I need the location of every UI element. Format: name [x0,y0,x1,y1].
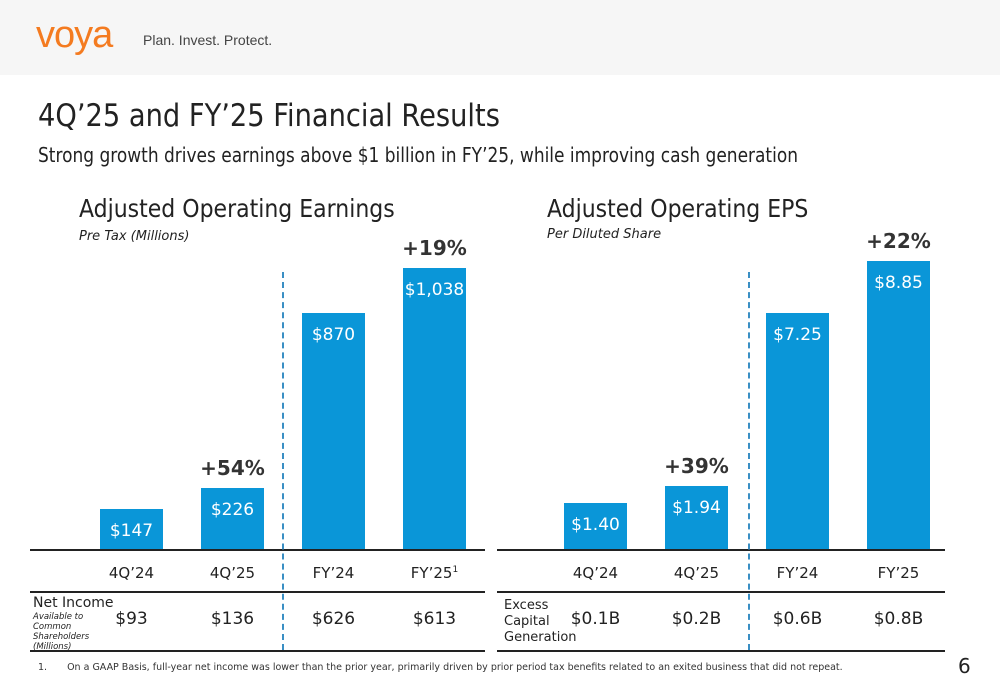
bar [201,487,264,549]
page-subtitle: Strong growth drives earnings above $1 b… [38,143,799,167]
footnote: 1. On a GAAP Basis, full-year net income … [38,662,843,673]
table-sublabel: Available to Common Shareholders (Millio… [33,612,90,652]
bar-label: $1.40 [571,515,620,536]
bar-label: $1.94 [672,497,721,518]
table-top-rule [497,591,945,593]
bar-label: $7.25 [773,325,822,346]
category-text: FY’25 [877,564,920,582]
bar-label: $870 [311,325,356,346]
category-label: 4Q’24 [90,564,173,582]
bar-label: $8.85 [874,273,923,293]
table-value: $93 [115,609,148,629]
table-label-excess-capital: Excess Capital Generation [504,598,577,645]
chart-title-eps: Adjusted Operating EPS [547,194,809,223]
category-label: 4Q’24 [554,564,637,582]
table-bottom-rule [497,650,945,652]
table-value: $0.1B [570,609,621,629]
x-axis [30,549,485,551]
bar [302,313,365,549]
table-value: $0.2B [671,609,722,629]
page-title: 4Q’25 and FY’25 Financial Results [38,98,500,134]
bar-label: $147 [109,521,154,542]
table-label-net-income: Net Income [33,595,114,611]
table-top-rule [30,591,485,593]
table-value: $0.6B [772,609,823,629]
table-value: $0.8B [873,609,924,629]
chart-title-earnings: Adjusted Operating Earnings [79,194,395,223]
category-text: FY’25 [410,564,453,582]
growth-label: +39% [664,453,729,478]
category-text: 4Q’24 [108,564,155,582]
header: VOYA Plan. Invest. Protect. [0,0,1000,75]
period-divider [748,272,750,650]
bar [867,261,930,549]
category-label: 4Q’25 [655,564,738,582]
category-text: FY’24 [776,564,819,582]
bar [564,503,627,549]
category-label: FY’251 [393,564,476,582]
table-bottom-rule [30,650,485,652]
category-label: FY’24 [756,564,839,582]
category-text: FY’24 [312,564,355,582]
period-divider [282,272,284,650]
growth-label: +19% [402,236,467,260]
category-label: FY’24 [292,564,375,582]
bar [766,313,829,549]
category-label: 4Q’25 [191,564,274,582]
tagline: Plan. Invest. Protect. [143,32,273,48]
bar [403,268,466,549]
table-value: $626 [311,609,356,629]
chart-subtitle-eps: Per Diluted Share [547,227,662,242]
category-text: 4Q’25 [673,564,720,582]
category-text: 4Q’24 [572,564,619,582]
bar-label: $1,038 [404,280,465,300]
table-value: $136 [210,609,255,629]
chart-subtitle-earnings: Pre Tax (Millions) [79,229,190,244]
voya-logo: VOYA [36,14,113,56]
footnote-text: On a GAAP Basis, full-year net income wa… [67,662,843,673]
bar [100,509,163,549]
page-number: 6 [958,654,971,678]
category-label: FY’25 [857,564,940,582]
bar-label: $226 [210,499,255,520]
category-text: 4Q’25 [209,564,256,582]
growth-label: +54% [200,455,265,480]
x-axis [497,549,945,551]
growth-label: +22% [866,229,931,253]
footnote-marker: 1 [452,565,459,575]
table-value: $613 [412,609,457,629]
bar [665,485,728,549]
footnote-number: 1. [38,662,48,673]
